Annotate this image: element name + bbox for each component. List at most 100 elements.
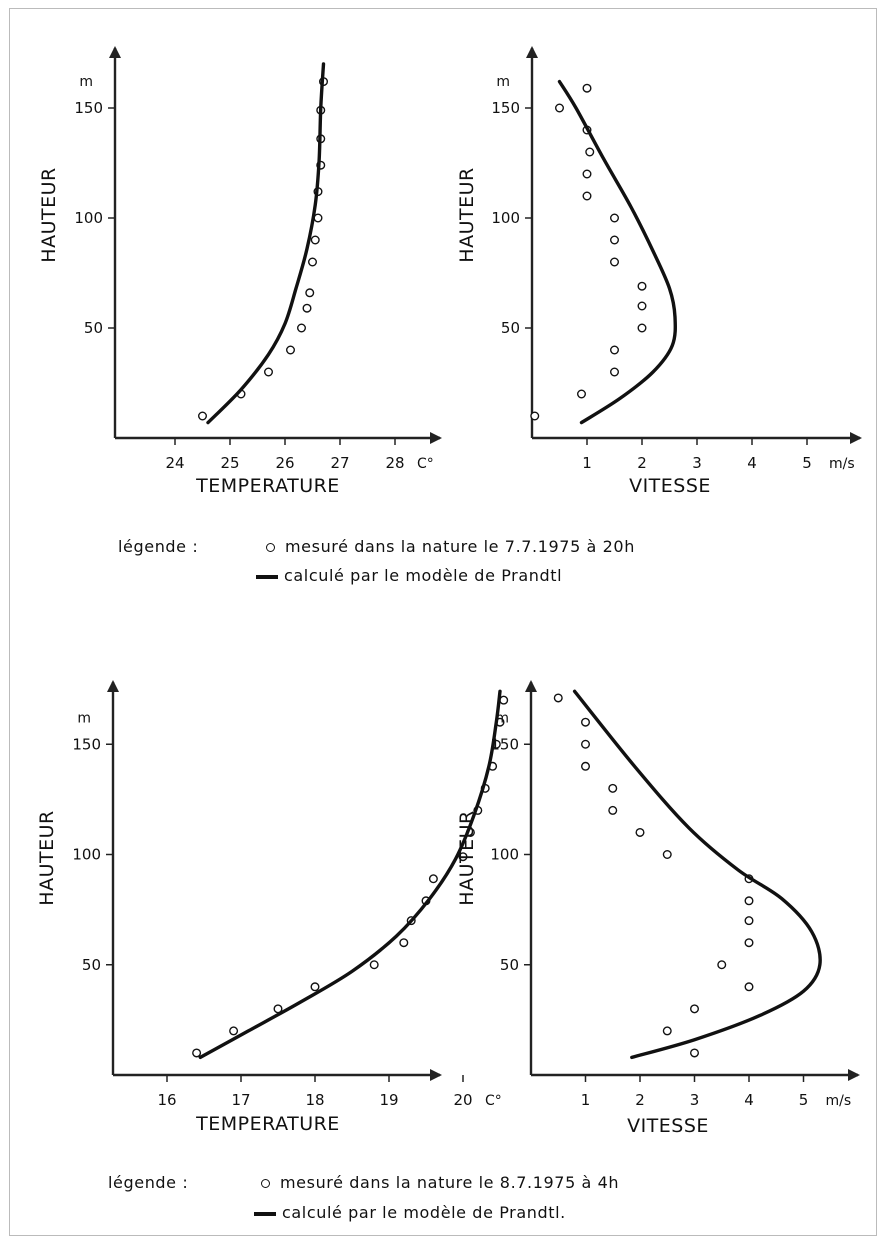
y-axis-title: HAUTEUR xyxy=(456,810,478,905)
x-unit-label: m/s xyxy=(826,1093,852,1109)
measured-point xyxy=(286,345,296,355)
legend-top-title: légende : xyxy=(118,537,199,556)
measured-point xyxy=(610,213,620,223)
y-unit-label: m xyxy=(79,74,93,90)
y-tick-label: 150 xyxy=(490,735,519,753)
x-tick-label: 3 xyxy=(692,454,702,472)
y-tick-label: 100 xyxy=(72,846,101,864)
measured-point xyxy=(273,1004,283,1014)
legend-bottom-measured-label: mesuré dans la nature le 8.7.1975 à 4h xyxy=(280,1173,620,1192)
y-tick-label: 50 xyxy=(500,956,519,974)
line-marker-icon xyxy=(256,574,278,579)
measured-point xyxy=(399,938,409,948)
measured-point xyxy=(581,761,591,771)
y-unit-label: m xyxy=(496,74,510,90)
x-tick-label: 1 xyxy=(581,1091,591,1109)
measured-point xyxy=(582,83,592,93)
measured-point xyxy=(581,717,591,727)
measured-point xyxy=(610,367,620,377)
measured-point xyxy=(581,739,591,749)
chart-panel-3: 16 17 18 19 20 C° 50 100 150 m TEMPERATURE HAUTEUR xyxy=(36,680,509,1135)
measured-point xyxy=(662,850,672,860)
y-tick-label: 150 xyxy=(491,99,520,117)
legend-bottom-computed: calculé par le modèle de Prandtl. xyxy=(254,1203,566,1222)
measured-point xyxy=(637,323,647,333)
y-tick-label: 50 xyxy=(84,319,103,337)
measured-point xyxy=(582,191,592,201)
circle-marker-icon xyxy=(261,1179,270,1188)
legend-top-measured-label: mesuré dans la nature le 7.7.1975 à 20h xyxy=(285,537,635,556)
figure-frame xyxy=(9,8,877,1236)
measured-point xyxy=(229,1026,239,1036)
x-unit-label: C° xyxy=(485,1093,502,1109)
chart-panel-4: 1 2 3 4 5 m/s 50 100 150 m VITESSE HAUTEUR xyxy=(456,680,860,1137)
x-tick-label: 5 xyxy=(802,454,812,472)
y-axis-title: HAUTEUR xyxy=(456,167,478,262)
measured-point xyxy=(610,345,620,355)
measured-point xyxy=(637,281,647,291)
x-tick-label: 18 xyxy=(305,1091,324,1109)
x-tick-label: 5 xyxy=(799,1091,809,1109)
measured-point xyxy=(690,1048,700,1058)
measured-point xyxy=(458,852,468,862)
measured-point xyxy=(553,693,563,703)
measured-point xyxy=(302,303,312,313)
y-unit-label: m xyxy=(77,710,91,726)
measured-point xyxy=(582,169,592,179)
measured-point xyxy=(264,367,274,377)
y-tick-label: 150 xyxy=(74,99,103,117)
y-axis-title: HAUTEUR xyxy=(38,167,60,262)
measured-point xyxy=(585,147,595,157)
measured-point xyxy=(690,1004,700,1014)
measured-point xyxy=(610,257,620,267)
y-tick-label: 50 xyxy=(501,319,520,337)
x-tick-label: 2 xyxy=(635,1091,645,1109)
x-tick-label: 4 xyxy=(747,454,757,472)
measured-point xyxy=(310,982,320,992)
x-tick-label: 26 xyxy=(275,454,294,472)
measured-point xyxy=(297,323,307,333)
measured-point xyxy=(744,982,754,992)
y-unit-label: m xyxy=(495,710,509,726)
x-tick-label: 1 xyxy=(582,454,592,472)
x-tick-label: 4 xyxy=(744,1091,754,1109)
measured-point xyxy=(610,235,620,245)
circle-marker-icon xyxy=(266,543,275,552)
line-marker-icon xyxy=(254,1211,276,1216)
measured-point xyxy=(577,389,587,399)
x-tick-label: 27 xyxy=(330,454,349,472)
y-tick-label: 100 xyxy=(491,209,520,227)
measured-point xyxy=(744,938,754,948)
y-tick-label: 100 xyxy=(490,846,519,864)
x-axis-title: TEMPERATURE xyxy=(195,475,340,497)
measured-point xyxy=(608,783,618,793)
chart-panel-1: 24 25 26 27 28 C° 50 100 150 m TEMPERATURE HAUTEUR xyxy=(38,46,442,497)
y-tick-label: 50 xyxy=(82,956,101,974)
x-tick-label: 17 xyxy=(231,1091,250,1109)
x-tick-label: 25 xyxy=(220,454,239,472)
legend-bottom-measured: mesuré dans la nature le 8.7.1975 à 4h xyxy=(261,1173,619,1192)
x-tick-label: 28 xyxy=(385,454,404,472)
measured-point xyxy=(499,695,509,705)
chart-panel-2: 1 2 3 4 5 m/s 50 100 150 m VITESSE HAUTEUR xyxy=(456,46,862,497)
measured-point xyxy=(555,103,565,113)
measured-point xyxy=(637,301,647,311)
measured-point xyxy=(305,288,315,298)
measured-point xyxy=(369,960,379,970)
legend-bottom-computed-label: calculé par le modèle de Prandtl. xyxy=(282,1203,566,1222)
measured-point xyxy=(744,896,754,906)
x-tick-label: 20 xyxy=(453,1091,472,1109)
legend-top-computed-label: calculé par le modèle de Prandtl xyxy=(284,566,563,585)
model-curve xyxy=(557,79,677,425)
measured-point xyxy=(197,411,207,421)
x-tick-label: 16 xyxy=(157,1091,176,1109)
model-curve xyxy=(206,62,326,425)
y-tick-label: 100 xyxy=(74,209,103,227)
x-unit-label: C° xyxy=(417,456,434,472)
measured-point xyxy=(744,916,754,926)
x-unit-label: m/s xyxy=(829,456,855,472)
x-axis-title: TEMPERATURE xyxy=(195,1113,340,1135)
measured-point xyxy=(310,235,320,245)
x-tick-label: 19 xyxy=(379,1091,398,1109)
